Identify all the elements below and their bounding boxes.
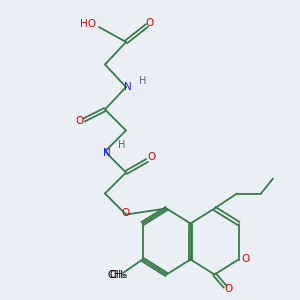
Text: O: O (147, 152, 156, 163)
Text: N: N (103, 148, 110, 158)
Text: O: O (122, 208, 130, 218)
Text: CH₃: CH₃ (110, 269, 128, 280)
Text: O: O (75, 116, 84, 127)
Text: HO: HO (80, 19, 97, 29)
Text: O: O (224, 284, 233, 294)
Text: CH₃: CH₃ (108, 269, 126, 280)
Text: O: O (145, 18, 154, 28)
Text: H: H (118, 140, 125, 151)
Text: O: O (241, 254, 249, 265)
Text: H: H (139, 76, 146, 86)
Text: N: N (124, 82, 131, 92)
